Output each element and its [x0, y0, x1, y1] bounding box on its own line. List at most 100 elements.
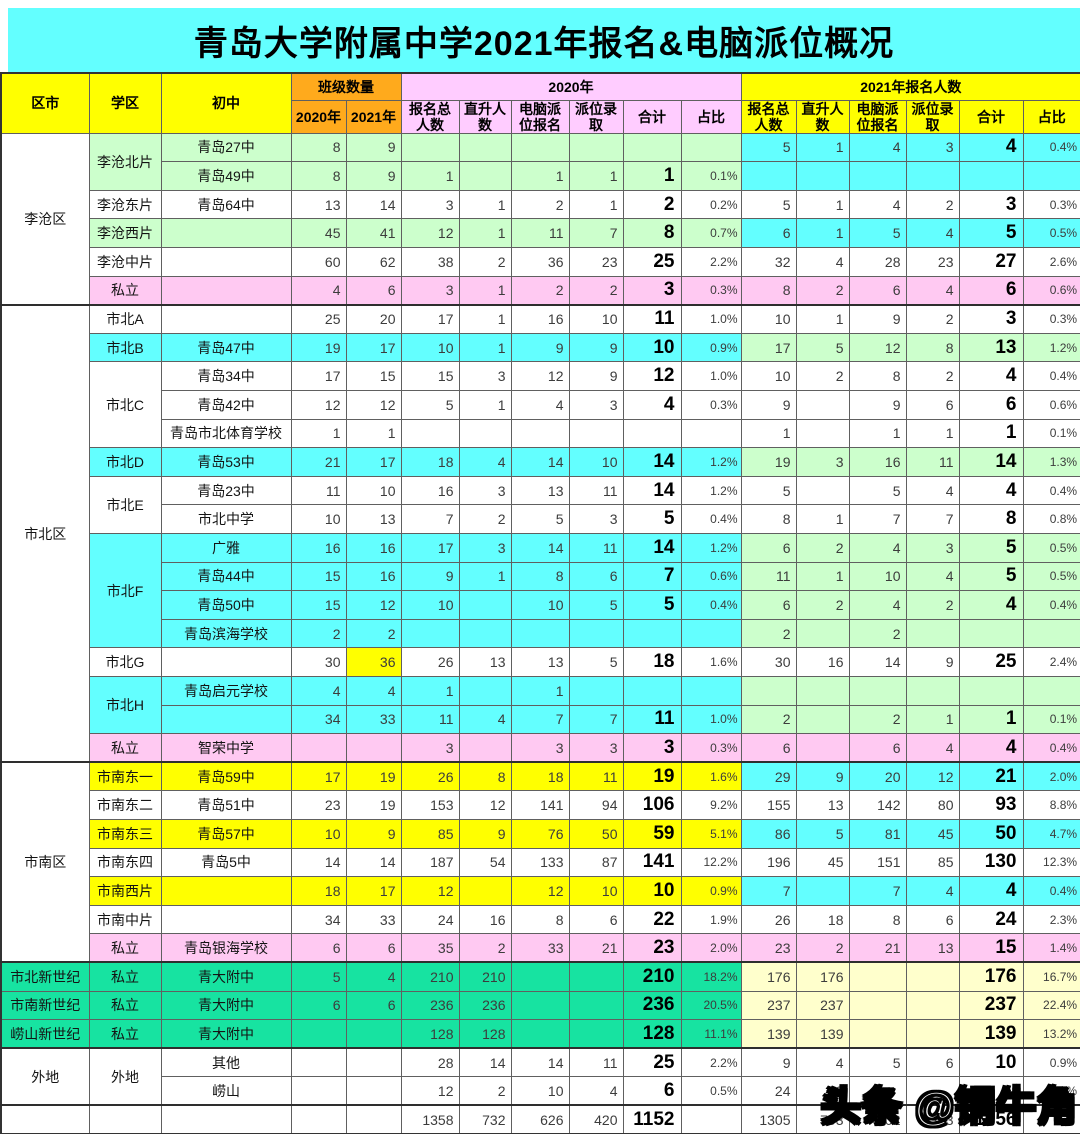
value-2021-cell: 4	[905, 561, 960, 592]
zone-cell: 市北E	[88, 475, 162, 535]
value-2020-cell: 14	[510, 533, 570, 563]
value-2020-cell	[400, 132, 460, 163]
value-2020-cell	[458, 876, 512, 906]
class-count-2021-cell: 13	[345, 504, 402, 534]
value-2020-cell: 0.4%	[680, 590, 742, 620]
table-row: 青岛44中 15 16 9 1 8 6 7 0.6% 11 1 10 4 5 0.5%	[1, 561, 1080, 592]
class-count-2021-cell: 9	[345, 161, 402, 191]
value-2020-cell: 6	[568, 904, 624, 935]
value-2020-cell: 87	[568, 847, 624, 878]
value-2021-cell: 30	[740, 647, 797, 677]
class-count-2021-cell: 20	[345, 303, 402, 334]
value-2021-cell: 5	[740, 189, 797, 220]
value-2020-cell: 9	[400, 561, 460, 592]
school-cell: 青大附中	[160, 1019, 292, 1049]
school-cell	[160, 303, 292, 334]
value-2020-cell: 9	[568, 361, 624, 392]
value-2021-cell: 139	[740, 1019, 797, 1049]
value-2021-cell: 7	[740, 876, 797, 906]
value-2021-cell: 6	[740, 218, 797, 249]
value-2021-cell: 6	[740, 590, 797, 620]
value-2020-cell	[680, 132, 742, 163]
value-2021-cell: 93	[958, 790, 1024, 820]
value-2020-cell	[458, 161, 512, 191]
value-2021-cell: 12	[848, 332, 907, 363]
value-2020-cell: 1	[458, 561, 512, 592]
value-2021-cell: 1	[958, 418, 1024, 449]
value-2021-cell: 1056	[958, 1104, 1024, 1134]
value-2020-cell: 9	[568, 332, 624, 363]
value-2020-cell: 106	[622, 790, 682, 820]
value-2021-cell: 0.1%	[1022, 704, 1080, 735]
value-2021-cell: 14	[958, 447, 1024, 477]
value-2021-cell: 8.8%	[1022, 790, 1080, 820]
class-count-2020-cell: 15	[290, 561, 347, 592]
value-2021-cell: 1305	[740, 1104, 797, 1134]
school-cell: 青岛57中	[160, 818, 292, 849]
value-2021-cell: 24	[740, 1076, 797, 1106]
page-title: 青岛大学附属中学2021年报名&电脑派位概况	[8, 8, 1080, 72]
value-2020-cell: 17	[400, 533, 460, 563]
class-count-2021-cell	[345, 1047, 402, 1078]
value-2020-cell: 141	[622, 847, 682, 878]
school-cell	[160, 247, 292, 277]
value-2021-cell: 12	[905, 761, 960, 792]
value-2020-cell	[400, 418, 460, 449]
zone-cell: 市南东二	[88, 790, 162, 820]
value-2021-cell: 5	[848, 218, 907, 249]
class-count-2021-cell: 6	[345, 275, 402, 306]
class-count-2020-cell: 34	[290, 904, 347, 935]
class-count-2021-cell	[345, 1076, 402, 1106]
value-2020-cell: 50	[568, 818, 624, 849]
value-2020-cell: 10	[510, 1076, 570, 1106]
value-2020-cell	[510, 961, 570, 992]
value-2020-cell: 210	[622, 961, 682, 992]
value-2020-cell	[622, 132, 682, 163]
value-2021-cell: 5	[958, 218, 1024, 249]
value-2021-cell	[905, 1076, 960, 1106]
class-count-2020-cell: 14	[290, 847, 347, 878]
value-2020-cell: 1.2%	[680, 533, 742, 563]
value-2020-cell: 10	[622, 876, 682, 906]
value-2021-cell: 20	[848, 761, 907, 792]
value-2021-cell: 7	[905, 504, 960, 534]
value-2020-cell: 4	[568, 1076, 624, 1106]
value-2021-cell: 10	[848, 561, 907, 592]
value-2020-cell: 7	[510, 704, 570, 735]
value-2021-cell: 0.4%	[1022, 475, 1080, 506]
value-2020-cell: 1.0%	[680, 361, 742, 392]
value-2021-cell: 4	[905, 218, 960, 249]
value-2021-cell	[905, 990, 960, 1021]
school-cell: 青岛银海学校	[160, 933, 292, 963]
class-count-2021-cell: 17	[345, 876, 402, 906]
table-row: 市北B 青岛47中 19 17 10 1 9 9 10 0.9% 17 5 12 8 13 1.2%	[1, 332, 1080, 363]
value-2021-cell: 2.3%	[1022, 904, 1080, 935]
value-2020-cell: 1.6%	[680, 761, 742, 792]
value-2021-cell: 2	[795, 590, 850, 620]
value-2021-cell	[848, 161, 907, 191]
table-row: 李沧区 李沧北片 青岛27中 8 9 5 1 4 3 4 0.4%	[0, 132, 1080, 306]
value-2020-cell: 22	[622, 904, 682, 935]
value-2021-cell: 4	[958, 733, 1024, 763]
value-2021-cell	[848, 675, 907, 706]
value-2020-cell: 1	[400, 161, 460, 191]
value-2021-cell: 13	[795, 1076, 850, 1106]
value-2020-cell: 1	[510, 161, 570, 191]
class-count-2021-cell: 1	[345, 418, 402, 449]
table-row: 市南东二 青岛51中 23 19 153 12 141 94 106 9.2% 155 13 142 80…	[1, 790, 1080, 820]
value-2020-cell: 0.3%	[680, 733, 742, 763]
table-row: 青岛42中 12 12 5 1 4 3 4 0.3% 9 9 6 6 0.6%	[1, 390, 1080, 420]
value-2021-cell: 4	[848, 533, 907, 563]
value-2021-cell: 17	[740, 332, 797, 363]
school-cell: 智荣中学	[160, 733, 292, 763]
class-count-2021-cell: 14	[345, 847, 402, 878]
class-count-2020-cell: 60	[290, 247, 347, 277]
zone-cell: 李沧北片	[88, 132, 162, 191]
value-2021-cell: 1	[848, 418, 907, 449]
school-cell: 青岛27中	[160, 132, 292, 163]
school-cell	[160, 904, 292, 935]
value-2021-cell: 237	[958, 990, 1024, 1021]
value-2020-cell: 3	[400, 275, 460, 306]
value-2021-cell: 13	[905, 933, 960, 963]
value-2020-cell: 1152	[622, 1104, 682, 1134]
